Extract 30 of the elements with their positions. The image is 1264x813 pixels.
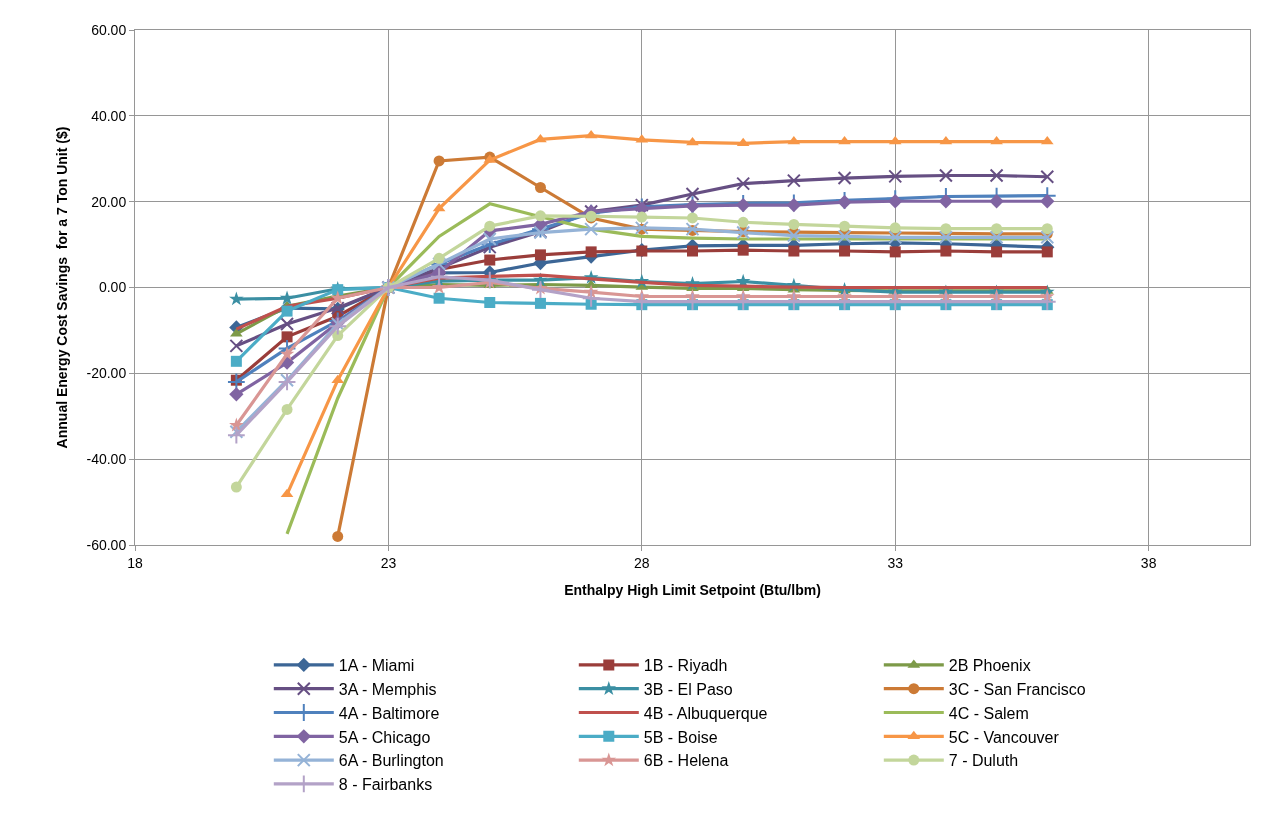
legend-label: 5A - Chicago <box>338 728 431 746</box>
x-tick-label: 28 <box>634 554 650 571</box>
y-tick-label: -40.00 <box>86 451 127 468</box>
legend-label: 1B - Riyadh <box>643 657 728 675</box>
x-tick-label: 38 <box>1140 554 1157 571</box>
legend-label: 3A - Memphis <box>338 680 437 698</box>
legend-label: 6B - Helena <box>643 752 729 770</box>
y-tick-label: -20.00 <box>86 365 127 382</box>
legend-label: 4B - Albuquerque <box>643 704 768 722</box>
x-tick-label: 18 <box>127 554 143 571</box>
y-axis-title: Annual Energy Cost Savings for a 7 Ton Unit ($) <box>54 126 71 449</box>
legend-label: 8 - Fairbanks <box>338 776 433 794</box>
x-axis-title: Enthalpy High Limit Setpoint (Btu/lbm) <box>564 582 821 599</box>
legend-label: 1A - Miami <box>338 657 415 675</box>
y-tick-label: 20.00 <box>91 193 127 210</box>
legend-label: 5B - Boise <box>643 728 718 746</box>
legend-label: 2B Phoenix <box>948 657 1031 675</box>
y-tick-label: 0.00 <box>98 279 127 296</box>
legend-label: 6A - Burlington <box>338 752 444 770</box>
x-tick-label: 23 <box>380 554 397 571</box>
legend-label: 7 - Duluth <box>948 752 1019 770</box>
legend-label: 3B - El Paso <box>643 680 733 698</box>
legend-label: 5C - Vancouver <box>948 728 1060 746</box>
legend-label: 3C - San Francisco <box>948 680 1086 698</box>
y-tick-label: -60.00 <box>86 536 127 553</box>
x-tick-label: 33 <box>887 554 904 571</box>
y-tick-label: 60.00 <box>91 21 127 38</box>
legend-label: 4C - Salem <box>948 704 1029 722</box>
legend-label: 4A - Baltimore <box>338 704 440 722</box>
y-tick-label: 40.00 <box>91 107 127 124</box>
